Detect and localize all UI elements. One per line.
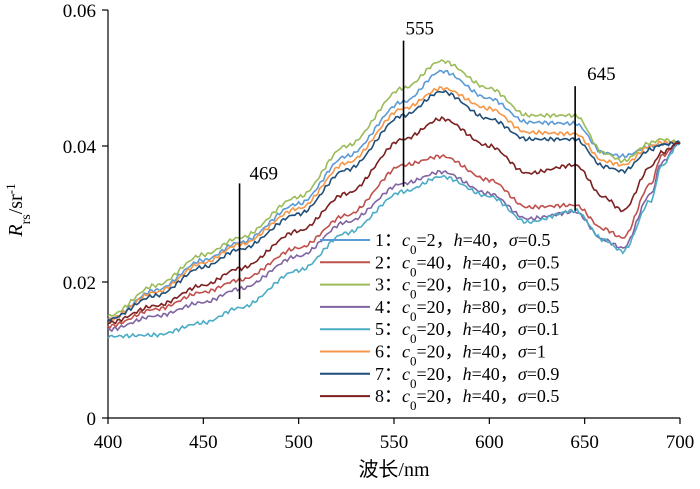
y-tick-label: 0 <box>87 409 97 430</box>
legend-label: 3：c0=20，h=10，σ=0.5 <box>375 275 559 302</box>
x-tick-label: 550 <box>380 432 409 453</box>
series-group <box>107 59 681 339</box>
legend-label: 6：c0=20，h=40，σ=1 <box>375 342 546 369</box>
markers-group: 469 555 645 <box>238 19 616 299</box>
y-tick-label: 0.06 <box>63 1 96 22</box>
x-tick-label: 700 <box>666 432 695 453</box>
legend-item-5: 5：c0=20，h=40，σ=0.1 <box>320 319 559 346</box>
legend-label: 2：c0=40，h=40，σ=0.5 <box>375 252 559 279</box>
series-line-2 <box>107 141 681 329</box>
x-tick-label: 500 <box>284 432 313 453</box>
series-line-4 <box>107 140 681 333</box>
legend-label: 4：c0=20，h=80，σ=0.5 <box>375 297 559 324</box>
x-tick-label: 400 <box>94 432 123 453</box>
legend-item-1: 1：c0=2，h=40，σ=0.5 <box>320 230 550 257</box>
marker-label-469: 469 <box>250 163 279 184</box>
y-axis-title: Rrs/sr-1 <box>3 183 34 237</box>
x-axis-title: 波长/nm <box>358 458 430 481</box>
x-tick-label: 450 <box>189 432 218 453</box>
legend-item-6: 6：c0=20，h=40，σ=1 <box>320 342 546 369</box>
y-axis-title-main: R <box>5 224 27 237</box>
legend-item-7: 7：c0=20，h=40，σ=0.9 <box>320 364 559 391</box>
marker-label-555: 555 <box>406 19 435 40</box>
series-line-7 <box>107 89 681 323</box>
legend-item-2: 2：c0=40，h=40，σ=0.5 <box>320 252 559 279</box>
y-tick-label: 0.04 <box>63 137 97 158</box>
series-line-8 <box>107 116 681 325</box>
axes-group: 400 450 500 550 600 650 700 0 0.02 0.04 0.06 <box>63 1 695 453</box>
x-tick-label: 650 <box>570 432 599 453</box>
legend-item-4: 4：c0=20，h=80，σ=0.5 <box>320 297 559 324</box>
y-tick-label: 0.02 <box>63 273 96 294</box>
x-tick-label: 600 <box>475 432 504 453</box>
marker-label-645: 645 <box>587 64 616 85</box>
series-line-5 <box>107 142 681 339</box>
legend-item-3: 3：c0=20，h=10，σ=0.5 <box>320 275 559 302</box>
legend-label: 8：c0=20，h=40，σ=0.5 <box>375 386 559 413</box>
y-axis-title-unit: /sr <box>5 194 27 214</box>
y-axis-title-sup: -1 <box>3 183 18 194</box>
legend-label: 7：c0=20，h=40，σ=0.9 <box>375 364 559 391</box>
legend-label: 1：c0=2，h=40，σ=0.5 <box>375 230 550 257</box>
y-axis-title-sub: rs <box>19 214 34 224</box>
legend-label: 5：c0=20，h=40，σ=0.1 <box>375 319 559 346</box>
series-line-1 <box>107 69 681 321</box>
series-line-3 <box>107 59 681 317</box>
series-line-6 <box>107 85 681 322</box>
legend-group: 1：c0=2，h=40，σ=0.52：c0=40，h=40，σ=0.53：c0=… <box>320 230 559 413</box>
legend-item-8: 8：c0=20，h=40，σ=0.5 <box>320 386 559 413</box>
